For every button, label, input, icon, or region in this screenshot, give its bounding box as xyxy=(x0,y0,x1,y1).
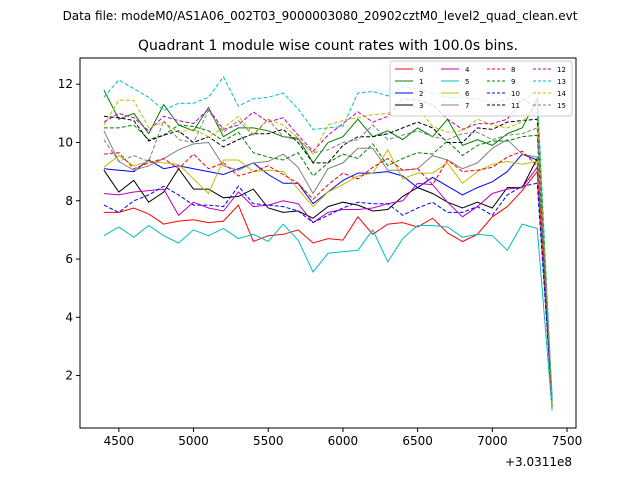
legend-label-11: 11 xyxy=(511,102,520,110)
y-tick-label: 8 xyxy=(65,194,73,208)
plot-frame xyxy=(79,57,577,429)
series-layer xyxy=(103,75,553,411)
legend-label-10: 10 xyxy=(511,90,520,98)
legend-label-2: 2 xyxy=(419,90,423,98)
legend-frame xyxy=(389,60,573,117)
legend-label-1: 1 xyxy=(419,78,423,86)
y-axis: 2 4 6 8 10 12 xyxy=(58,77,80,383)
y-tick-label: 6 xyxy=(65,252,73,266)
series-line-14 xyxy=(103,99,553,405)
series-line-7 xyxy=(103,130,553,402)
legend-label-12: 12 xyxy=(557,66,566,74)
legend-label-6: 6 xyxy=(465,90,470,98)
x-axis: 4500 5000 5500 6000 6500 7000 7500 xyxy=(104,428,583,448)
legend-label-4: 4 xyxy=(465,66,470,74)
legend-label-0: 0 xyxy=(419,66,423,74)
y-tick-label: 10 xyxy=(58,135,73,149)
legend-label-8: 8 xyxy=(511,66,515,74)
y-tick-label: 2 xyxy=(65,369,73,383)
series-line-9 xyxy=(103,124,553,405)
series-line-15 xyxy=(103,109,553,397)
data-file-label: Data file: modeM0/AS1A06_002T03_90000030… xyxy=(63,9,578,23)
y-tick-label: 4 xyxy=(65,310,73,324)
legend-label-7: 7 xyxy=(465,102,469,110)
series-line-8 xyxy=(103,150,553,402)
chart-title: Quadrant 1 module wise count rates with … xyxy=(138,38,518,54)
legend-label-13: 13 xyxy=(557,78,566,86)
x-tick-label: 6000 xyxy=(328,434,359,448)
x-tick-label: 4500 xyxy=(104,434,135,448)
x-tick-label: 6500 xyxy=(402,434,433,448)
legend-label-14: 14 xyxy=(557,90,566,98)
x-tick-label: 5000 xyxy=(178,434,209,448)
series-line-6 xyxy=(103,148,553,405)
x-tick-label: 7500 xyxy=(552,434,583,448)
series-line-5 xyxy=(103,223,553,411)
x-offset-label: +3.0311e8 xyxy=(505,455,572,469)
legend-label-15: 15 xyxy=(557,102,566,110)
y-tick-label: 12 xyxy=(58,77,73,91)
legend-label-9: 9 xyxy=(511,78,515,86)
legend-label-5: 5 xyxy=(465,78,469,86)
series-line-10 xyxy=(103,182,553,402)
x-tick-label: 5500 xyxy=(253,434,284,448)
legend-label-3: 3 xyxy=(419,102,423,110)
x-tick-label: 7000 xyxy=(477,434,508,448)
series-line-11 xyxy=(103,115,553,399)
